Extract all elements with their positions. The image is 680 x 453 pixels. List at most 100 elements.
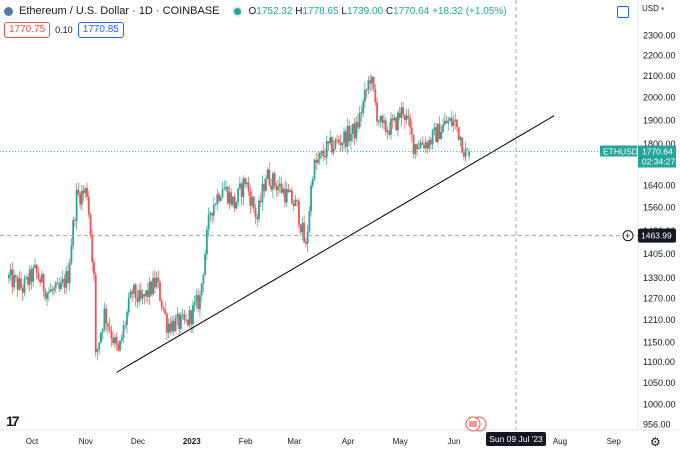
candle-body bbox=[242, 178, 245, 197]
candle-body bbox=[311, 179, 314, 186]
y-tick-label: 1900.00 bbox=[643, 115, 676, 125]
candle-body bbox=[402, 107, 405, 115]
high-value: 1778.65 bbox=[302, 5, 339, 17]
y-tick-label: 2300.00 bbox=[643, 31, 676, 41]
screenshot-button[interactable] bbox=[612, 2, 634, 22]
candle-body bbox=[131, 291, 134, 294]
x-tick-label: Sep bbox=[607, 437, 622, 446]
candle-body bbox=[409, 117, 411, 128]
candle-body bbox=[367, 80, 370, 90]
y-tick-label: 1000.00 bbox=[643, 399, 676, 409]
candle-body bbox=[393, 117, 396, 121]
candle-body bbox=[159, 281, 161, 301]
y-tick-label: 2100.00 bbox=[643, 71, 676, 81]
candle-body bbox=[419, 142, 422, 148]
candle-body bbox=[101, 329, 104, 333]
candle-body bbox=[435, 127, 438, 142]
candle-body bbox=[61, 279, 64, 283]
candle-body bbox=[438, 123, 441, 140]
candle-body bbox=[7, 275, 10, 279]
x-tick-label: Mar bbox=[287, 437, 301, 446]
gear-icon[interactable]: ⚙ bbox=[650, 435, 661, 449]
candle-body bbox=[96, 349, 99, 353]
candle-body bbox=[369, 80, 372, 84]
candle-body bbox=[98, 342, 101, 350]
price-tag-bg bbox=[638, 145, 676, 168]
candle-body bbox=[346, 126, 349, 147]
market-status-dot[interactable] bbox=[231, 5, 243, 17]
candle-body bbox=[124, 324, 127, 326]
candle-body bbox=[77, 189, 80, 194]
price-tag-value: 1770.64 bbox=[642, 147, 673, 157]
candle-body bbox=[9, 269, 12, 276]
crosshair-price-bg bbox=[638, 228, 676, 243]
candle-body bbox=[336, 139, 339, 141]
candle-body bbox=[395, 117, 398, 131]
candle-body bbox=[278, 183, 281, 187]
candle-body bbox=[47, 292, 50, 294]
candle-body bbox=[122, 325, 125, 338]
candle-body bbox=[105, 308, 108, 324]
candle-body bbox=[72, 220, 75, 246]
candle-body bbox=[214, 204, 217, 206]
candle-body bbox=[417, 147, 420, 150]
candle-body bbox=[223, 188, 226, 190]
candle-body bbox=[423, 144, 425, 149]
symbol-title[interactable]: Ethereum / U.S. Dollar · 1D · COINBASE bbox=[19, 5, 220, 17]
ethereum-icon bbox=[4, 6, 13, 16]
candle-body bbox=[358, 112, 361, 128]
candle-body bbox=[136, 298, 139, 303]
candle-body bbox=[318, 153, 321, 160]
candle-body bbox=[433, 127, 436, 131]
plus-icon: + bbox=[625, 231, 630, 241]
candle-body bbox=[261, 183, 264, 203]
candle-body bbox=[195, 295, 198, 303]
candle-body bbox=[70, 245, 73, 264]
candle-body bbox=[400, 107, 403, 118]
x-tick-label: Jun bbox=[448, 437, 461, 446]
candle-body bbox=[221, 189, 224, 198]
candle-body bbox=[115, 337, 118, 345]
candle-body bbox=[56, 282, 59, 284]
candle-body bbox=[428, 139, 431, 149]
price-tag-countdown: 02:34:27 bbox=[642, 157, 675, 167]
candle-body bbox=[459, 137, 462, 140]
candle-body bbox=[265, 178, 267, 191]
candle-body bbox=[275, 185, 278, 191]
candle-body bbox=[244, 178, 246, 185]
candle-body bbox=[79, 193, 81, 205]
spread-value: 0.10 bbox=[55, 25, 73, 35]
candle-body bbox=[235, 201, 238, 209]
events-icon bbox=[465, 416, 487, 432]
candle-body bbox=[148, 281, 151, 298]
candle-body bbox=[407, 115, 410, 118]
candle-body bbox=[218, 194, 220, 201]
candle-body bbox=[110, 330, 113, 339]
candle-body bbox=[186, 319, 189, 326]
candle-body bbox=[162, 307, 165, 310]
candle-body bbox=[355, 122, 358, 139]
currency-selector[interactable]: USD bbox=[642, 4, 664, 13]
candle-body bbox=[37, 272, 40, 280]
candle-body bbox=[348, 126, 351, 142]
candle-body bbox=[362, 101, 365, 114]
candle-body bbox=[21, 287, 24, 293]
candle-body bbox=[197, 295, 200, 310]
buy-price-button[interactable]: 1770.85 bbox=[77, 22, 124, 38]
candle-body bbox=[211, 212, 213, 216]
candle-body bbox=[285, 189, 288, 203]
candle-body bbox=[249, 191, 252, 206]
sell-price-button[interactable]: 1770.75 bbox=[4, 22, 51, 38]
open-label: O bbox=[248, 5, 257, 17]
candle-body bbox=[457, 126, 460, 140]
candle-body bbox=[120, 337, 123, 341]
candle-body bbox=[226, 186, 229, 204]
tradingview-logo[interactable]: 17 bbox=[6, 413, 20, 429]
candle-body bbox=[296, 199, 299, 201]
candle-body bbox=[365, 89, 368, 91]
candle-body bbox=[39, 279, 42, 283]
candle-body bbox=[353, 123, 356, 139]
candle-body bbox=[416, 144, 418, 150]
crosshair-date-label: Sun 09 Jul '23 bbox=[489, 434, 543, 444]
